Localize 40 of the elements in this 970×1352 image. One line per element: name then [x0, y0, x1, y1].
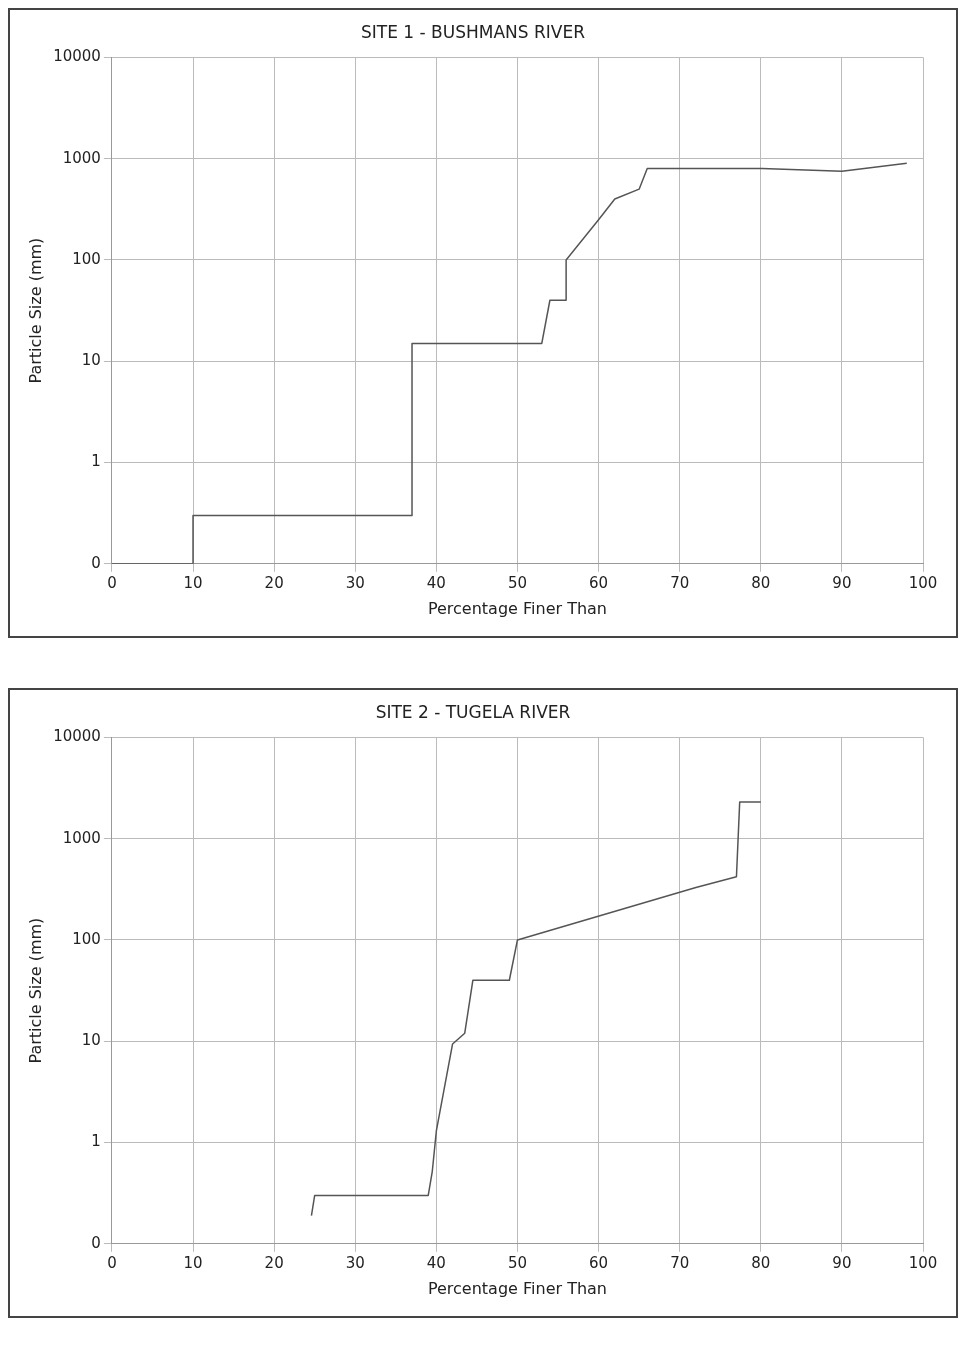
x-tick-label: 20 [264, 573, 284, 592]
y-tick-label: 1000 [62, 828, 101, 847]
y-tick-label: 10000 [53, 47, 101, 66]
chart-title: SITE 1 - BUSHMANS RIVER [361, 21, 586, 42]
x-tick-label: 40 [426, 573, 446, 592]
y-tick-label: 0 [91, 553, 101, 572]
x-tick-label: 60 [589, 573, 609, 592]
x-tick-label: 10 [183, 573, 203, 592]
x-tick-label: 80 [751, 1253, 771, 1272]
x-tick-label: 30 [345, 1253, 365, 1272]
y-axis-title: Particle Size (mm) [25, 237, 45, 384]
x-tick-label: 30 [345, 573, 365, 592]
y-tick-label: 0 [91, 1233, 101, 1252]
x-tick-label: 70 [670, 573, 690, 592]
y-axis-title: Particle Size (mm) [25, 917, 45, 1064]
x-tick-label: 100 [908, 573, 938, 592]
y-tick-label: 10 [81, 351, 101, 370]
x-tick-label: 10 [183, 1253, 203, 1272]
x-axis-title: Percentage Finer Than [427, 1278, 608, 1298]
x-tick-label: 50 [507, 1253, 528, 1272]
x-tick-label: 0 [107, 1253, 117, 1272]
y-tick-label: 1 [91, 1132, 101, 1151]
y-tick-label: 1000 [62, 148, 101, 167]
x-axis-title: Percentage Finer Than [427, 598, 608, 618]
y-tick-label: 100 [72, 929, 101, 948]
x-tick-label: 100 [908, 1253, 938, 1272]
chart-title: SITE 2 - TUGELA RIVER [375, 701, 571, 722]
x-tick-label: 50 [507, 573, 528, 592]
y-tick-label: 100 [72, 249, 101, 268]
x-tick-label: 90 [832, 1253, 852, 1272]
x-tick-label: 80 [751, 573, 771, 592]
y-tick-label: 10 [81, 1031, 101, 1050]
x-tick-label: 90 [832, 573, 852, 592]
y-tick-label: 1 [91, 452, 101, 471]
x-tick-label: 40 [426, 1253, 446, 1272]
y-tick-label: 10000 [53, 727, 101, 746]
x-tick-label: 70 [670, 1253, 690, 1272]
x-tick-label: 60 [589, 1253, 609, 1272]
x-tick-label: 0 [107, 573, 117, 592]
x-tick-label: 20 [264, 1253, 284, 1272]
